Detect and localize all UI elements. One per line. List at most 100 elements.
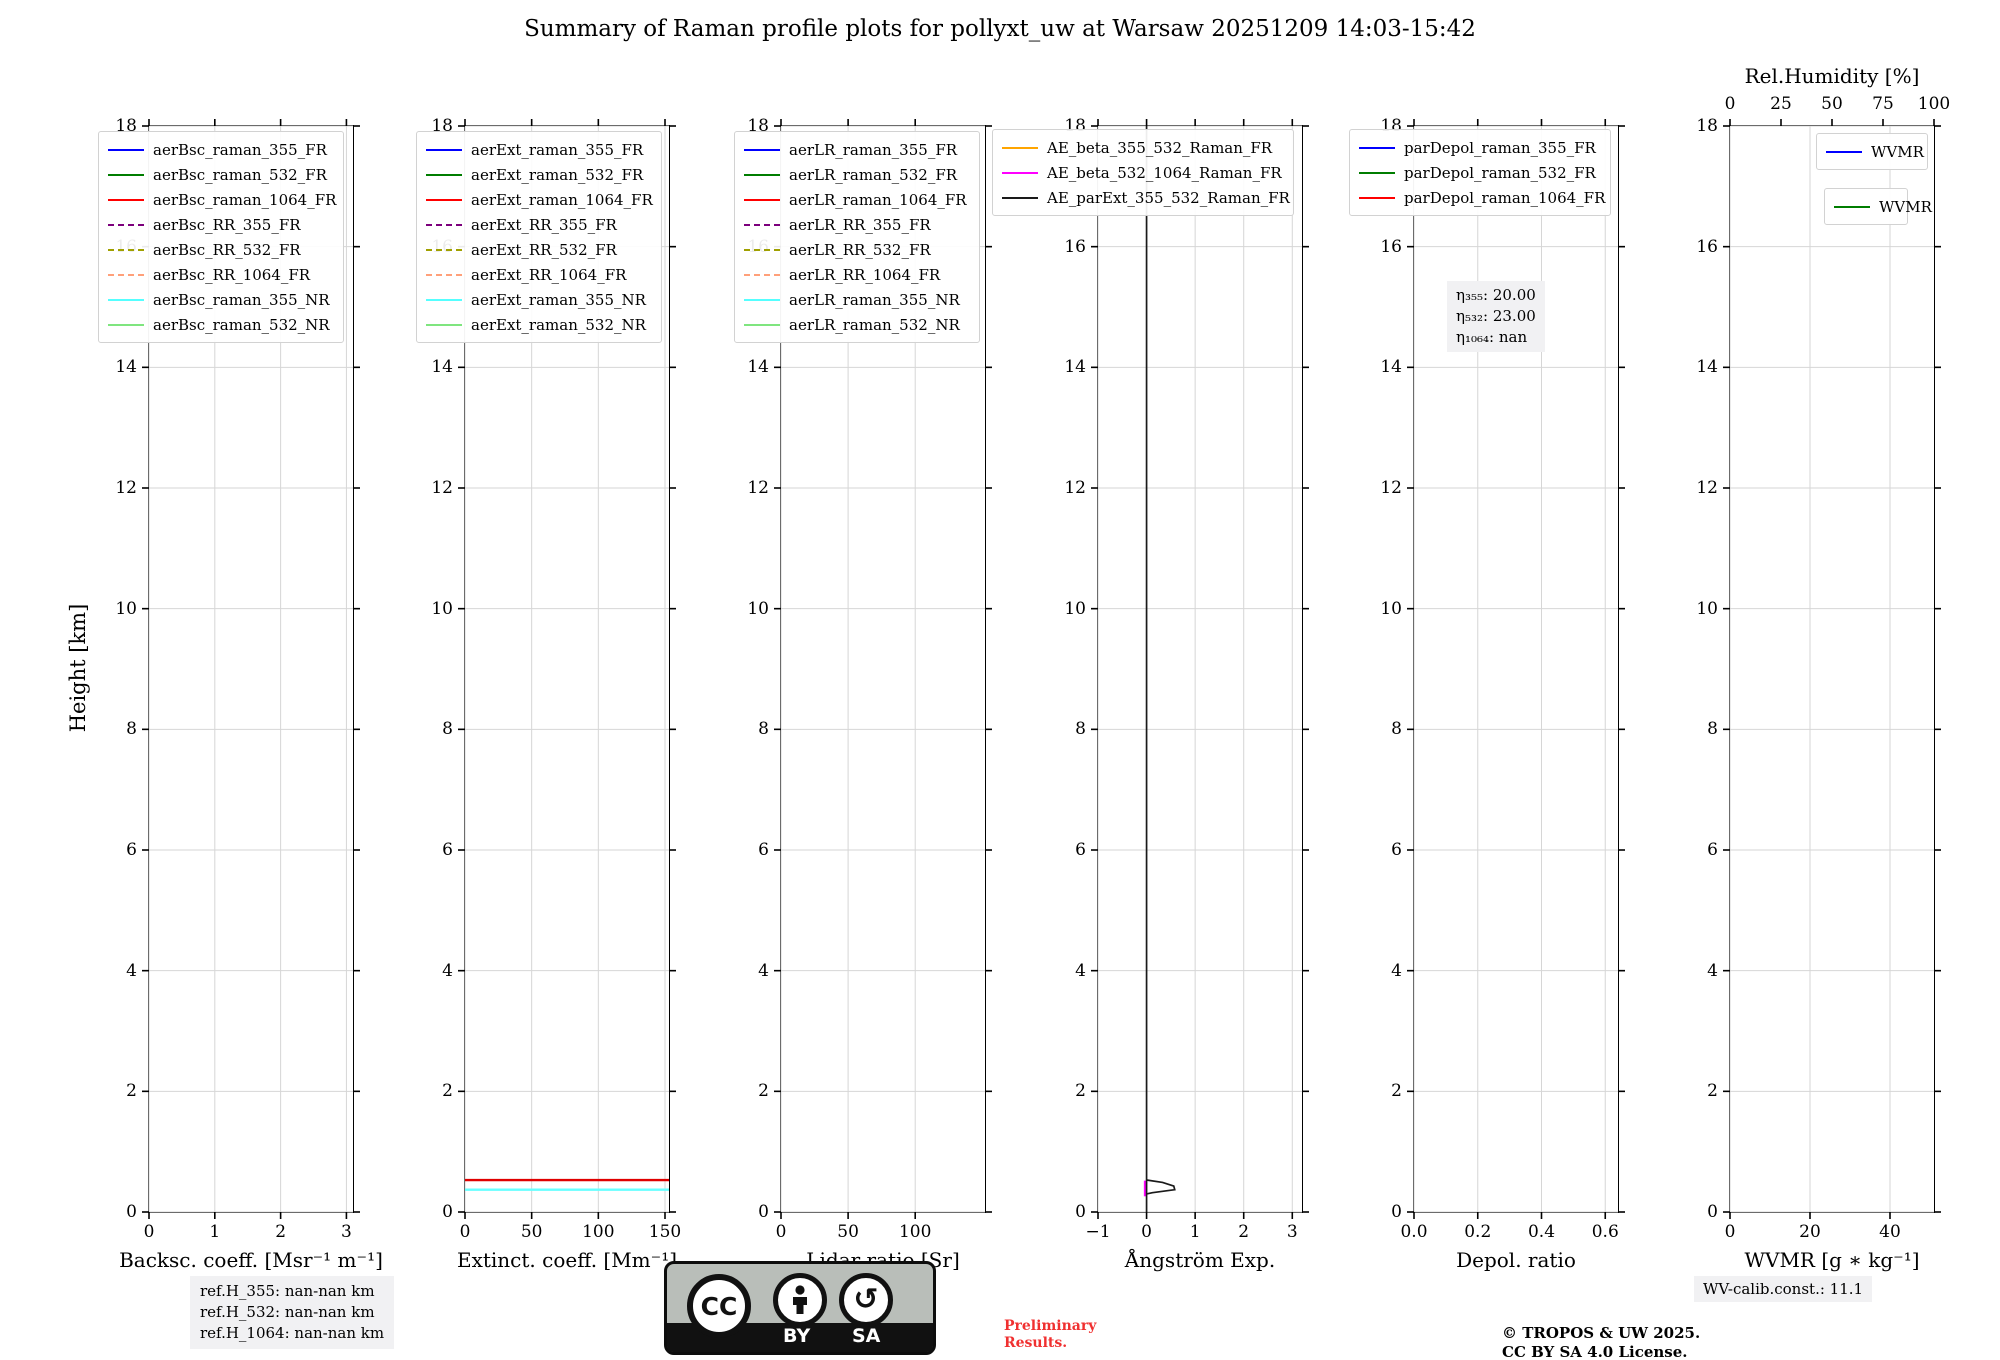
y-tick-label: 0 <box>126 1202 137 1222</box>
y-tick-label: 14 <box>115 357 137 378</box>
legend-line <box>426 148 462 151</box>
y-tick-label: 2 <box>442 1081 453 1102</box>
legend-label: WVMR <box>1871 142 1924 161</box>
legend-label: aerLR_RR_355_FR <box>789 215 931 234</box>
y-tick-label: 4 <box>1391 960 1402 981</box>
top-axis-label: Rel.Humidity [%] <box>1744 64 1920 88</box>
wv-calib-annotation: WV-calib.const.: 11.1 <box>1694 1276 1873 1302</box>
y-tick-label: 2 <box>126 1081 137 1102</box>
legend-label: aerExt_RR_355_FR <box>471 215 617 234</box>
y-tick-label: 18 <box>1696 116 1718 136</box>
y-tick-label: 0 <box>1075 1202 1086 1222</box>
x-tick-label: 0 <box>775 1222 787 1242</box>
legend-label: aerBsc_raman_355_FR <box>153 140 327 159</box>
legend-item: aerLR_raman_355_NR <box>744 287 970 312</box>
legend-item: aerExt_RR_355_FR <box>426 212 652 237</box>
share-alike-icon: ↺ <box>839 1273 893 1327</box>
legend-item: parDepol_raman_355_FR <box>1359 135 1601 160</box>
legend-line <box>1826 150 1862 153</box>
legend-item: aerLR_RR_532_FR <box>744 237 970 262</box>
legend-line <box>1002 196 1038 199</box>
y-tick-label: 16 <box>1064 236 1086 257</box>
legend-item: aerBsc_raman_355_NR <box>108 287 334 312</box>
legend-item: aerLR_raman_1064_FR <box>744 187 970 212</box>
top-axis-tick-label: 25 <box>1770 94 1792 114</box>
x-tick-label: 50 <box>837 1222 859 1242</box>
legend-item: aerBsc_RR_355_FR <box>108 212 334 237</box>
legend-line <box>426 173 462 176</box>
y-tick-label: 8 <box>758 719 769 740</box>
x-tick-label: 0.0 <box>1400 1222 1428 1242</box>
subplot-depol-ratio: 0 2 4 6 8 10 12 14 16 18 0.0 0.2 0.4 0.6 Depol. ratio p… <box>1349 116 1625 1272</box>
plot-svg-angstroem <box>1091 119 1309 1219</box>
top-axis-tick-label: 75 <box>1872 94 1894 114</box>
y-tick-label: 0 <box>1707 1202 1718 1222</box>
legend-line <box>1359 196 1395 199</box>
legend-label: aerExt_raman_355_FR <box>471 140 644 159</box>
subplot-angstroem: 0 2 4 6 8 10 12 14 16 18 −1 0 1 2 3 Ångström Exp. AE_bet… <box>992 116 1309 1272</box>
preliminary-line1: Preliminary <box>1004 1318 1097 1334</box>
y-tick-label: 14 <box>747 357 769 378</box>
y-tick-label: 10 <box>431 598 453 619</box>
x-tick-label: 100 <box>582 1222 615 1242</box>
legend-line <box>108 148 144 151</box>
legend-line <box>426 298 462 301</box>
y-axis-label: Height [km] <box>66 603 90 733</box>
legend-item: aerLR_raman_532_NR <box>744 312 970 337</box>
y-tick-label: 6 <box>442 840 453 860</box>
plot-svg-lidar-ratio <box>774 119 992 1219</box>
y-tick-label: 10 <box>1696 598 1718 619</box>
x-tick-label: −1 <box>1085 1222 1111 1242</box>
x-tick-label: 50 <box>520 1222 543 1242</box>
legend-item: aerExt_raman_532_FR <box>426 162 652 187</box>
legend-item: aerExt_RR_532_FR <box>426 237 652 262</box>
legend-item: aerBsc_RR_532_FR <box>108 237 334 262</box>
eta-annotation: η₃₅₅: 20.00 η₅₃₂: 23.00 η₁₀₆₄: nan <box>1447 281 1545 352</box>
y-tick-label: 6 <box>126 840 137 860</box>
legend-label: AE_parExt_355_532_Raman_FR <box>1047 188 1290 207</box>
y-tick-label: 2 <box>1707 1081 1718 1102</box>
cc-icon-text: CC <box>700 1291 738 1321</box>
legend-line <box>1002 171 1038 174</box>
copyright-line2: CC BY SA 4.0 License. <box>1502 1343 1688 1360</box>
legend-line <box>744 148 780 151</box>
legend-lidar-ratio: aerLR_raman_355_FR aerLR_raman_532_FR aerL… <box>734 131 980 343</box>
person-icon <box>773 1273 827 1327</box>
legend-depol-ratio: parDepol_raman_355_FR parDepol_raman_532_… <box>1349 129 1611 216</box>
legend-item: parDepol_raman_1064_FR <box>1359 185 1605 210</box>
legend-label: AE_beta_532_1064_Raman_FR <box>1047 163 1282 182</box>
legend-line <box>426 323 462 326</box>
y-tick-label: 2 <box>1075 1081 1086 1102</box>
y-tick-label: 8 <box>126 719 137 740</box>
x-tick-label: 20 <box>1799 1222 1821 1242</box>
legend-label: parDepol_raman_355_FR <box>1404 138 1596 157</box>
x-tick-label: 2 <box>1238 1222 1250 1242</box>
ref-height-annotation: ref.H_355: nan-nan km ref.H_532: nan-nan… <box>190 1276 395 1349</box>
legend-item: WVMR <box>1826 139 1924 164</box>
y-tick-label: 4 <box>126 960 137 981</box>
legend-label: WVMR <box>1879 197 1932 216</box>
preliminary-results-note: Preliminary Results. <box>1004 1318 1096 1352</box>
legend-line <box>744 173 780 176</box>
legend-item: aerBsc_raman_532_FR <box>108 162 334 187</box>
y-tick-label: 14 <box>1064 357 1086 378</box>
x-axis-label-backscatter: Backsc. coeff. [Msr⁻¹ m⁻¹] <box>119 1248 383 1272</box>
y-tick-label: 6 <box>758 840 769 860</box>
legend-label: aerBsc_RR_532_FR <box>153 240 301 259</box>
legend-label: aerExt_raman_1064_FR <box>471 190 653 209</box>
legend-line <box>744 198 780 201</box>
ref-h-1064: ref.H_1064: nan-nan km <box>200 1324 385 1342</box>
legend-item: WVMR <box>1834 194 1932 219</box>
y-tick-label: 10 <box>1380 598 1402 619</box>
legend-line <box>1359 146 1395 149</box>
legend-angstroem: AE_beta_355_532_Raman_FR AE_beta_532_1064… <box>992 129 1294 216</box>
x-tick-label: 0 <box>1141 1222 1152 1242</box>
legend-line <box>744 323 780 326</box>
y-tick-label: 12 <box>115 478 137 498</box>
share-alike-arrow: ↺ <box>853 1282 879 1317</box>
y-tick-label: 4 <box>442 960 453 981</box>
subplot-wvmr: 0 25 50 75 100 Rel.Humidity [%] 0 2 4 6 8 10 12 14 16 1… <box>1696 64 1950 1272</box>
top-axis-tick-label: 50 <box>1821 94 1843 114</box>
x-tick-label: 0 <box>459 1222 471 1242</box>
legend-line <box>108 173 144 176</box>
